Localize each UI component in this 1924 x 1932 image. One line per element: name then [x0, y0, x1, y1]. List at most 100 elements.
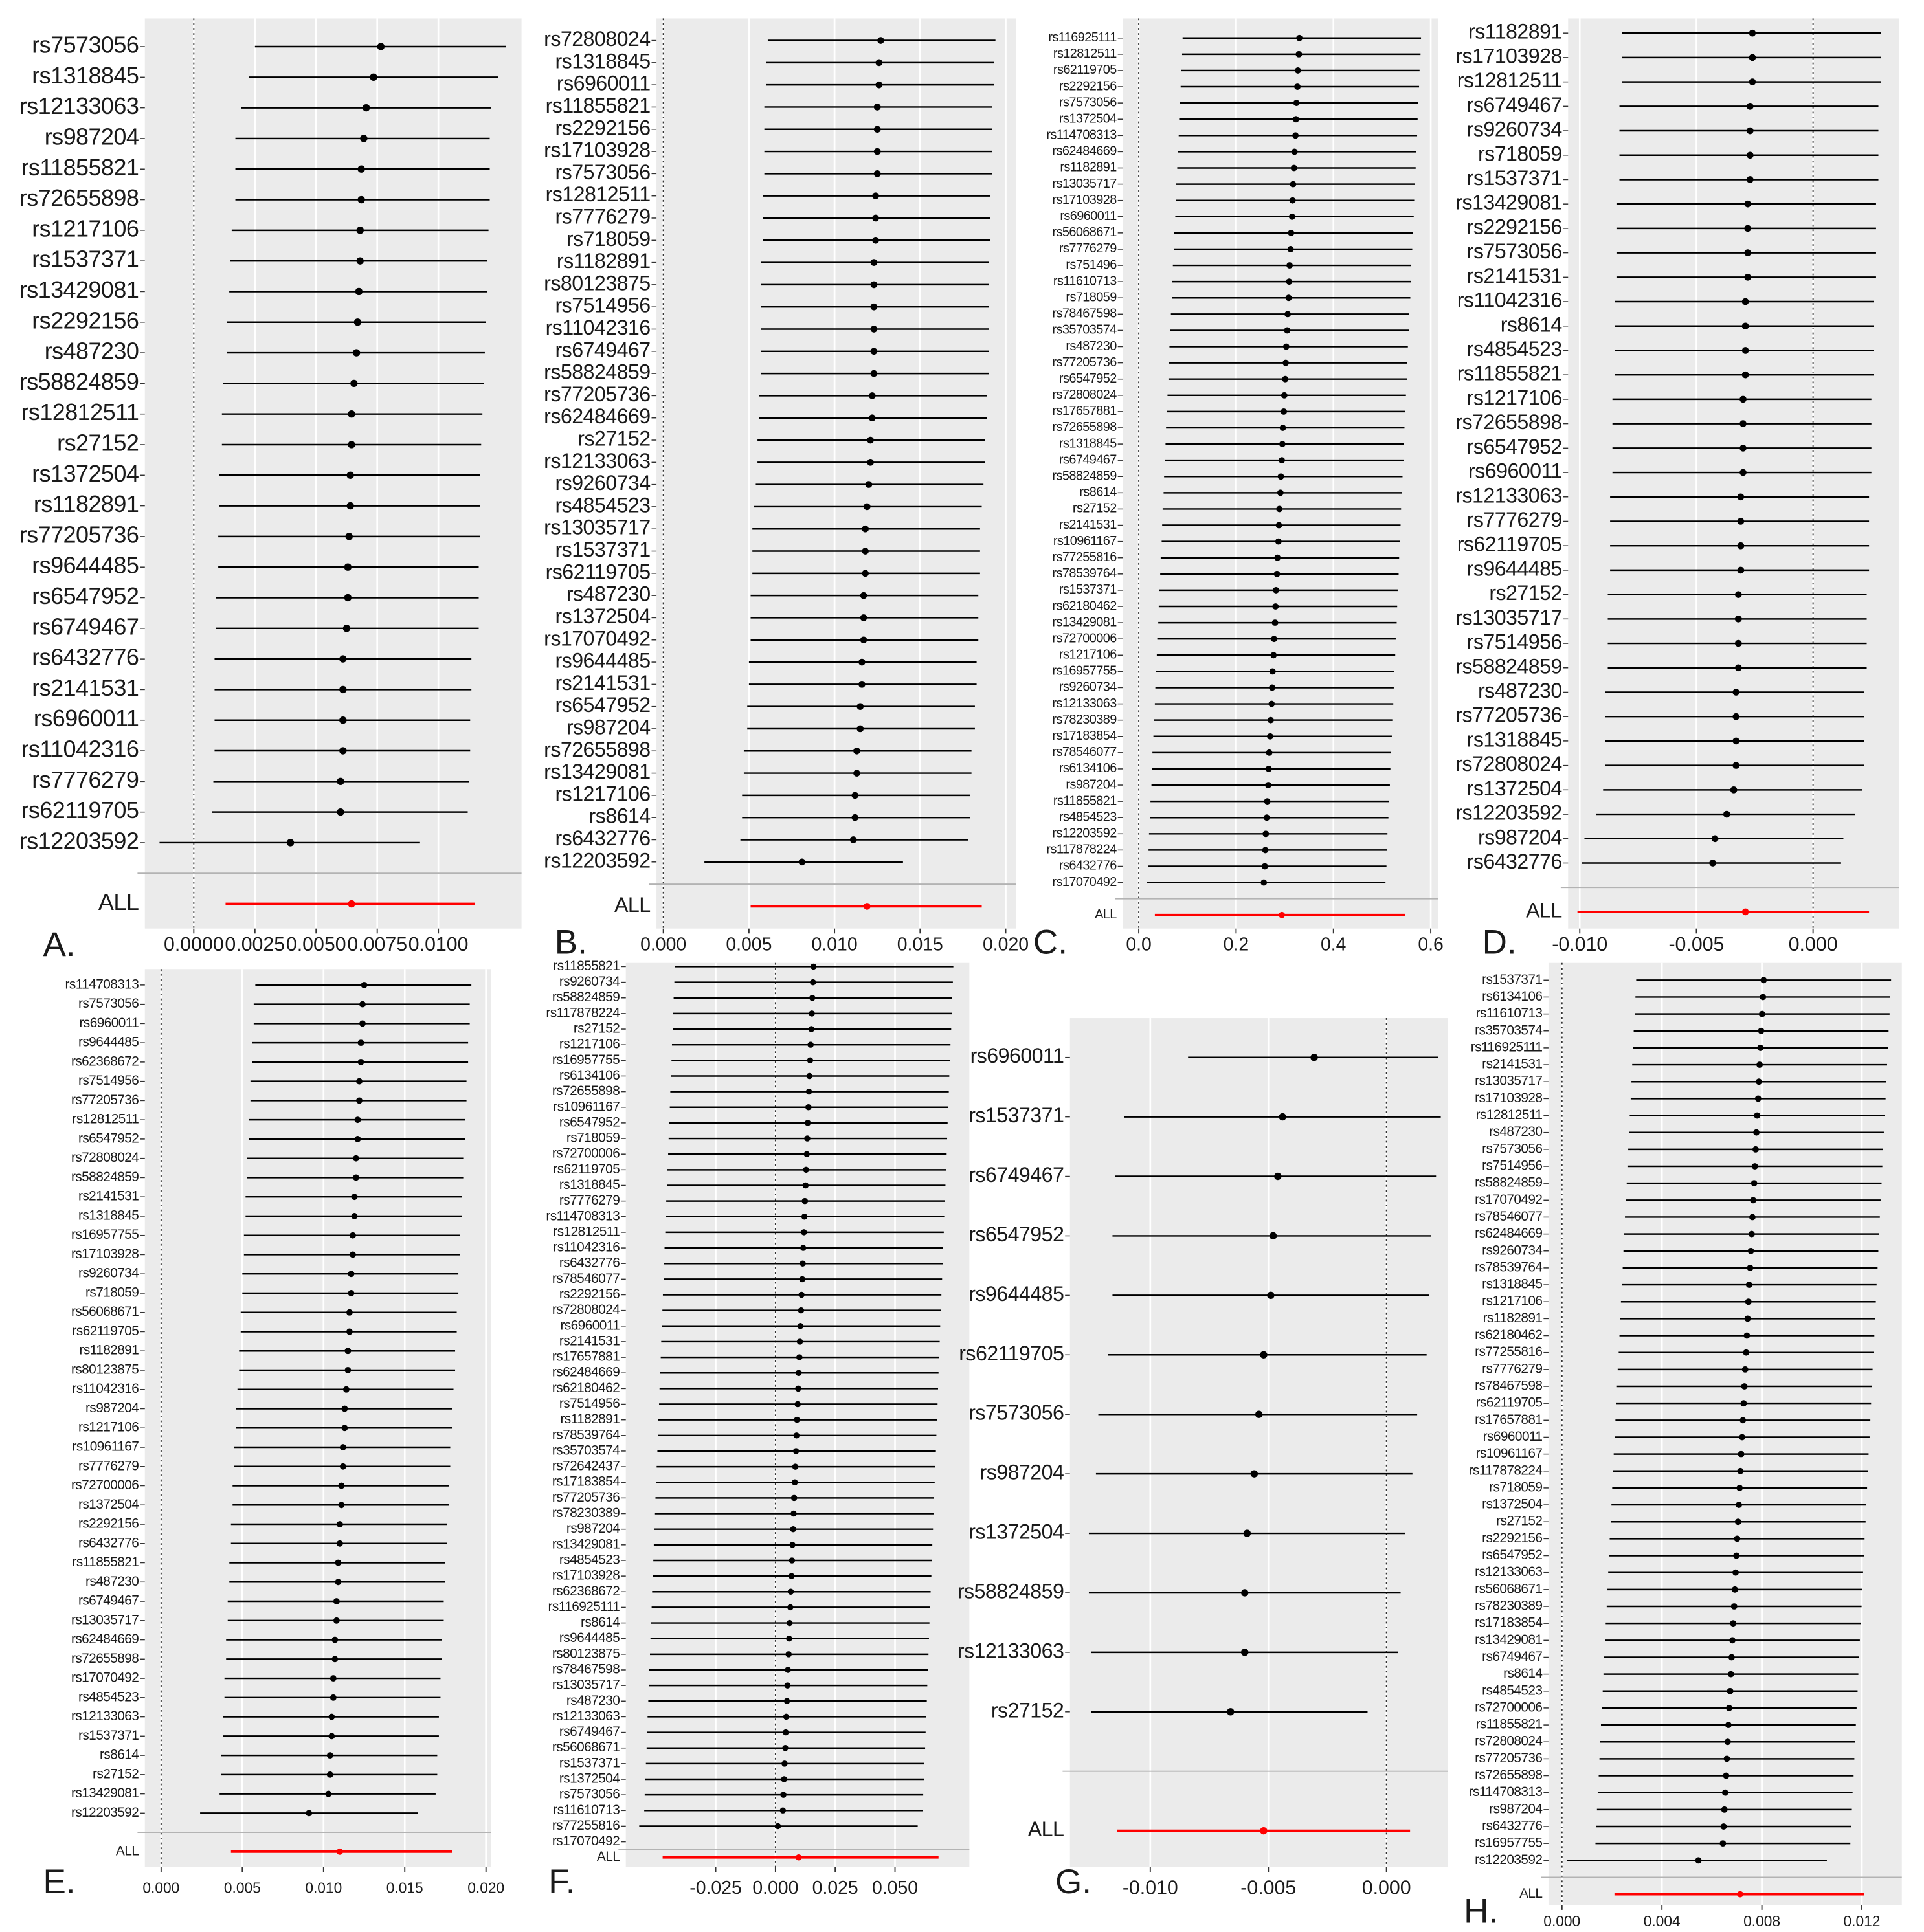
- estimate-point: [796, 1338, 803, 1345]
- overall-point: [1260, 1827, 1268, 1835]
- snp-label: rs56068671: [1052, 225, 1117, 239]
- snp-label: rs77255816: [552, 1818, 620, 1833]
- snp-label: rs78539764: [1475, 1260, 1542, 1274]
- snp-label: rs718059: [1066, 290, 1117, 304]
- snp-label: rs12812511: [21, 399, 139, 425]
- snp-label: rs72655898: [1455, 410, 1561, 434]
- snp-label: rs487230: [85, 1574, 139, 1589]
- snp-label: rs987204: [980, 1461, 1064, 1484]
- estimate-point: [359, 1020, 366, 1027]
- estimate-point: [788, 1573, 795, 1579]
- snp-label: rs987204: [566, 715, 651, 738]
- estimate-point: [853, 770, 860, 777]
- estimate-point: [350, 1232, 356, 1239]
- x-tick-label: 0.0025: [225, 934, 285, 955]
- estimate-point: [792, 1463, 799, 1470]
- estimate-point: [1753, 1129, 1760, 1136]
- snp-label: rs72808024: [544, 27, 650, 50]
- estimate-point: [1729, 1637, 1736, 1644]
- snp-label: rs2141531: [32, 674, 139, 701]
- estimate-point: [873, 104, 881, 111]
- overall-label: ALL: [614, 893, 651, 916]
- snp-label: rs11610713: [1053, 274, 1117, 288]
- snp-label: rs1372504: [1482, 1497, 1542, 1512]
- estimate-point: [800, 1260, 806, 1267]
- overall-label: ALL: [1028, 1817, 1064, 1841]
- snp-label: rs77205736: [1475, 1751, 1542, 1766]
- snp-label: rs72655898: [544, 738, 650, 761]
- snp-label: rs6749467: [1059, 452, 1117, 467]
- snp-label: rs12133063: [957, 1639, 1064, 1662]
- x-tick-label: 0.010: [812, 935, 858, 955]
- snp-label: rs13035717: [1475, 1074, 1542, 1089]
- snp-label: rs13035717: [1052, 177, 1117, 191]
- estimate-point: [795, 1370, 802, 1376]
- estimate-point: [1745, 1298, 1752, 1305]
- estimate-point: [1760, 977, 1767, 984]
- panel-label: G.: [1055, 1863, 1091, 1901]
- estimate-point: [785, 1667, 791, 1673]
- snp-label: rs6432776: [78, 1535, 139, 1550]
- estimate-point: [1741, 347, 1749, 354]
- snp-label: rs77205736: [1052, 355, 1117, 370]
- snp-label: rs62180462: [1052, 599, 1117, 613]
- snp-label: rs487230: [566, 1693, 620, 1708]
- overall-label: ALL: [1095, 907, 1117, 922]
- estimate-point: [1737, 566, 1745, 574]
- snp-label: rs16957755: [71, 1227, 139, 1242]
- snp-label: rs11610713: [553, 1803, 620, 1817]
- snp-label: rs6432776: [1482, 1819, 1542, 1834]
- estimate-point: [1284, 327, 1291, 334]
- snp-label: rs78230389: [1475, 1599, 1542, 1614]
- estimate-point: [810, 963, 817, 970]
- estimate-point: [341, 1425, 348, 1432]
- estimate-point: [807, 1057, 814, 1064]
- estimate-point: [1282, 359, 1290, 366]
- estimate-point: [1739, 1434, 1746, 1441]
- estimate-point: [345, 533, 353, 540]
- estimate-point: [795, 1385, 801, 1392]
- snp-label: rs8614: [589, 805, 651, 828]
- estimate-point: [798, 1291, 805, 1298]
- x-tick-label: 0.015: [897, 935, 943, 955]
- snp-label: rs9644485: [555, 649, 651, 672]
- estimate-point: [1292, 116, 1299, 123]
- x-tick-label: 0.0000: [164, 934, 224, 955]
- snp-label: rs117878224: [1046, 843, 1117, 857]
- estimate-point: [370, 73, 377, 82]
- snp-label: rs62119705: [959, 1342, 1064, 1365]
- snp-label: rs62119705: [553, 1162, 620, 1177]
- estimate-point: [1741, 298, 1749, 305]
- estimate-point: [1751, 1180, 1758, 1187]
- snp-label: rs7573056: [559, 1787, 620, 1802]
- snp-label: rs78230389: [552, 1505, 620, 1520]
- estimate-point: [806, 1072, 813, 1080]
- snp-label: rs6432776: [555, 827, 651, 850]
- snp-label: rs6749467: [968, 1163, 1064, 1186]
- estimate-point: [1747, 176, 1754, 183]
- snp-label: rs1537371: [1467, 166, 1562, 190]
- estimate-point: [794, 1416, 800, 1423]
- estimate-point: [1735, 591, 1742, 598]
- snp-label: rs17183854: [1475, 1616, 1542, 1630]
- estimate-point: [350, 379, 358, 388]
- estimate-point: [1747, 151, 1754, 159]
- estimate-point: [342, 1386, 350, 1393]
- snp-label: rs1318845: [559, 1177, 620, 1192]
- snp-label: rs987204: [566, 1521, 620, 1536]
- snp-label: rs6960011: [1483, 1429, 1543, 1444]
- panel-label: C.: [1033, 923, 1068, 961]
- snp-label: rs77255816: [1475, 1344, 1542, 1359]
- estimate-point: [326, 1752, 333, 1759]
- estimate-point: [1757, 1044, 1764, 1051]
- estimate-point: [856, 703, 864, 710]
- snp-label: rs72655898: [71, 1651, 139, 1666]
- estimate-point: [810, 979, 816, 986]
- snp-label: rs11042316: [72, 1381, 139, 1396]
- snp-label: rs7573056: [1482, 1141, 1542, 1156]
- snp-label: rs27152: [1489, 581, 1561, 605]
- estimate-point: [333, 1617, 340, 1624]
- estimate-point: [1727, 1687, 1734, 1694]
- estimate-point: [354, 1135, 361, 1142]
- snp-label: rs1217106: [32, 215, 139, 241]
